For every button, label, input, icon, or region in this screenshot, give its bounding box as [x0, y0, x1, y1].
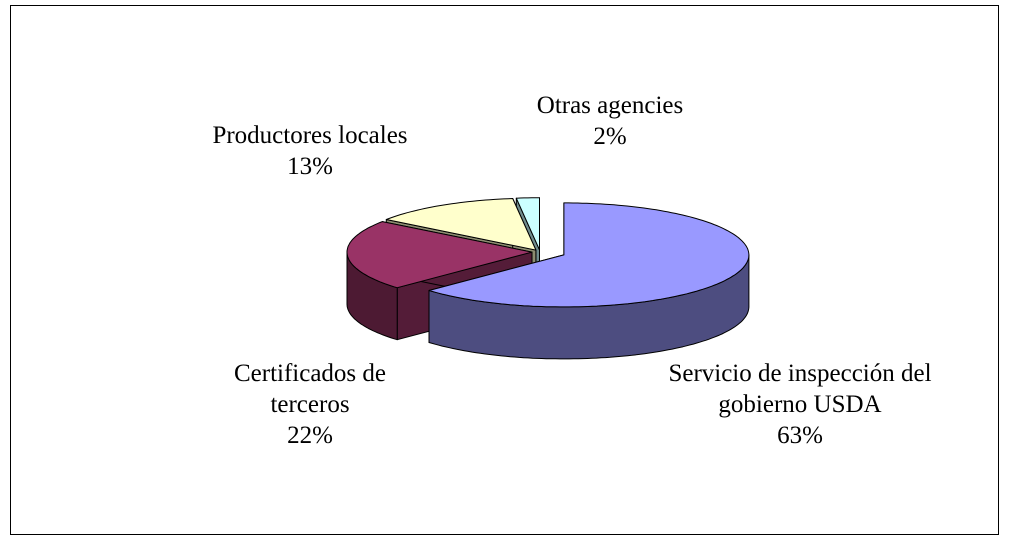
category-label: Productores locales — [212, 122, 408, 149]
value-label: 22% — [287, 422, 333, 449]
slice-label: Productores locales 13% — [160, 120, 460, 182]
value-label: 63% — [777, 422, 823, 449]
value-label: 2% — [593, 123, 627, 150]
slice — [346, 221, 533, 289]
slice-label: Certificados de terceros 22% — [215, 358, 405, 451]
category-label: Certificados de terceros — [233, 360, 387, 418]
category-label: Servicio de inspección del gobierno USDA — [668, 360, 932, 418]
slice — [428, 202, 750, 308]
slice — [515, 197, 540, 251]
category-label: Otras agencies — [536, 92, 684, 119]
slice — [385, 198, 537, 251]
slice-label: Servicio de inspección del gobierno USDA… — [640, 358, 960, 451]
slice-label: Otras agencies 2% — [480, 90, 740, 152]
value-label: 13% — [287, 153, 333, 180]
